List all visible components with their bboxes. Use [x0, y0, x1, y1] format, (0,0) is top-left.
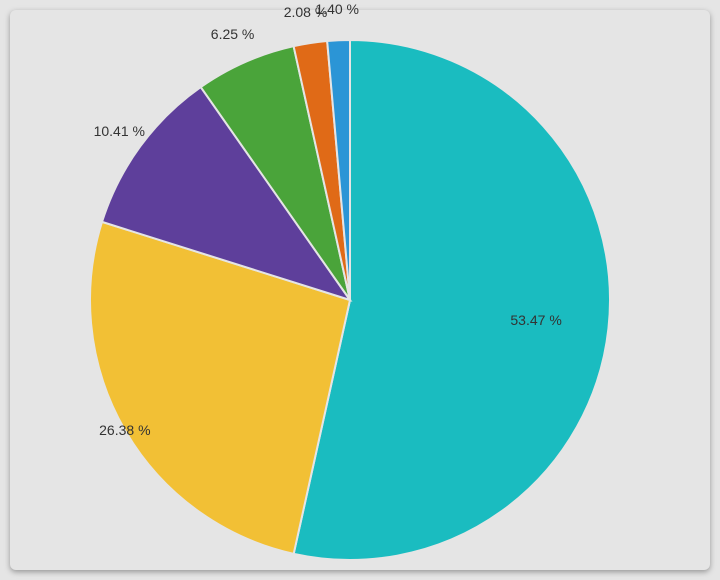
pie-chart — [10, 10, 710, 570]
pie-chart-card: 53.47 %26.38 %10.41 %6.25 %2.08 %1.40 % — [10, 10, 710, 570]
